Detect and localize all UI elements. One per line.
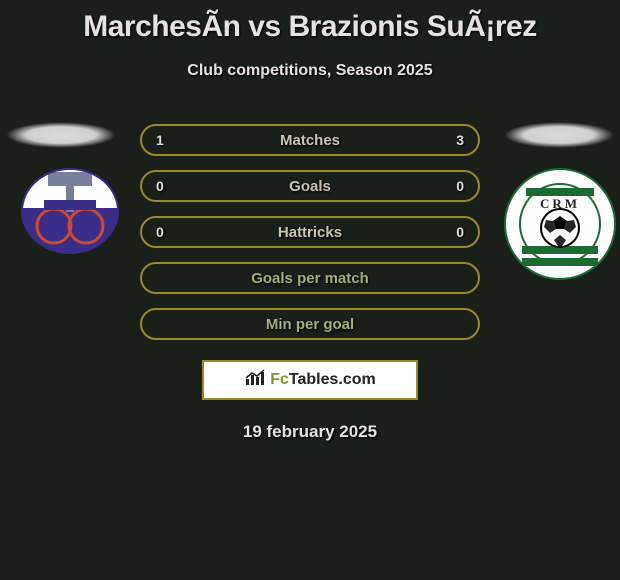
brand-text: FcTables.com	[270, 371, 376, 389]
stat-label: Goals per match	[251, 270, 369, 287]
brand-text-right: Tables.com	[289, 371, 376, 388]
date-text: 19 february 2025	[0, 422, 620, 442]
stat-right-value: 0	[456, 178, 464, 194]
club-logo-right: CRM	[504, 168, 616, 280]
stat-label: Matches	[280, 132, 340, 149]
stat-bar-hattricks: 0 Hattricks 0	[140, 216, 480, 248]
stat-bar-min-per-goal: Min per goal	[140, 308, 480, 340]
page-subtitle: Club competitions, Season 2025	[0, 62, 620, 80]
stat-right-value: 0	[456, 224, 464, 240]
stat-bar-goals-per-match: Goals per match	[140, 262, 480, 294]
club-logo-left	[20, 168, 120, 254]
stat-label: Hattricks	[278, 224, 342, 241]
stat-label: Goals	[289, 178, 331, 195]
stat-bar-goals: 0 Goals 0	[140, 170, 480, 202]
comparison-area: CRM 1 Matches 3 0 Goals 0 0 Hattricks 0 …	[0, 124, 620, 442]
stat-right-value: 3	[456, 132, 464, 148]
stat-left-value: 1	[156, 132, 164, 148]
brand-box: FcTables.com	[202, 360, 418, 400]
stat-bars: 1 Matches 3 0 Goals 0 0 Hattricks 0 Goal…	[140, 124, 480, 340]
page-title: MarchesÃ­n vs Brazionis SuÃ¡rez	[0, 0, 620, 44]
stat-left-value: 0	[156, 224, 164, 240]
stat-label: Min per goal	[266, 316, 354, 333]
brand-chart-icon	[244, 369, 266, 392]
stat-bar-matches: 1 Matches 3	[140, 124, 480, 156]
brand-text-left: Fc	[270, 371, 289, 388]
player-shadow-left	[6, 122, 116, 148]
club-right-letters: CRM	[540, 196, 580, 211]
stat-left-value: 0	[156, 178, 164, 194]
player-shadow-right	[504, 122, 614, 148]
